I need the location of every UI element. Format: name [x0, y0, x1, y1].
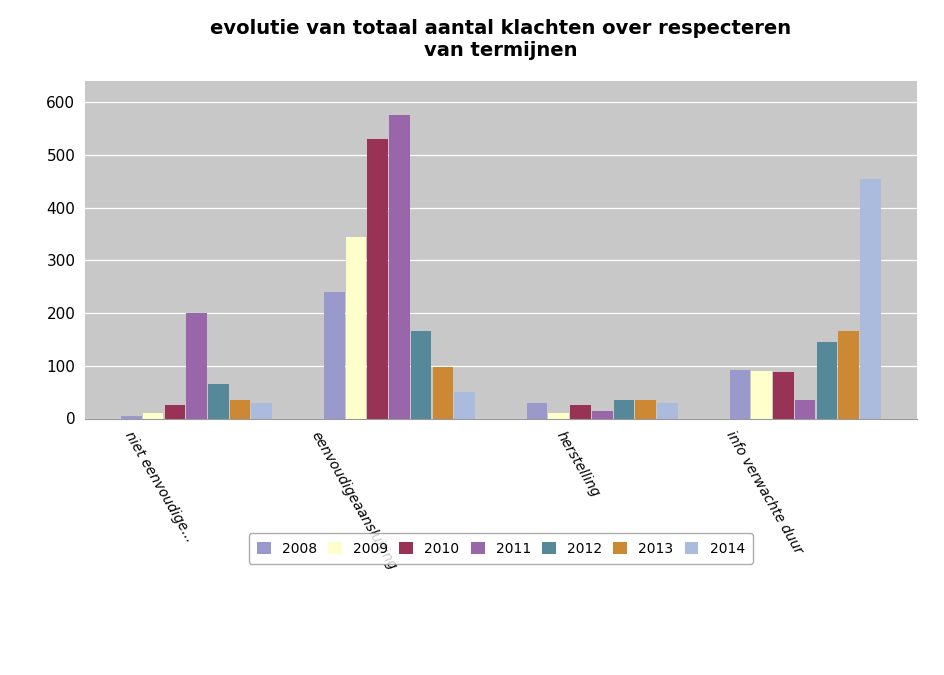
Bar	[816, 342, 836, 418]
Legend: 2008, 2009, 2010, 2011, 2012, 2013, 2014: 2008, 2009, 2010, 2011, 2012, 2013, 2014	[248, 533, 752, 564]
Bar	[143, 413, 163, 418]
Bar	[837, 331, 858, 418]
Bar	[656, 403, 677, 418]
Bar	[772, 372, 793, 418]
Bar	[729, 370, 750, 418]
Bar	[794, 400, 815, 418]
Bar	[186, 313, 207, 418]
Bar	[208, 384, 228, 418]
Bar	[634, 400, 655, 418]
Bar	[613, 400, 633, 418]
Bar	[526, 403, 547, 418]
Bar	[121, 416, 142, 418]
Bar	[432, 367, 453, 418]
Bar	[389, 115, 410, 418]
Bar	[454, 392, 475, 418]
Bar	[229, 400, 250, 418]
Bar	[859, 179, 880, 418]
Bar	[591, 410, 612, 418]
Bar	[411, 331, 431, 418]
Bar	[750, 371, 771, 418]
Bar	[324, 292, 345, 418]
Bar	[251, 403, 272, 418]
Bar	[346, 236, 366, 418]
Bar	[164, 405, 185, 418]
Title: evolutie van totaal aantal klachten over respecteren
van termijnen: evolutie van totaal aantal klachten over…	[211, 19, 790, 60]
Bar	[569, 405, 590, 418]
Bar	[367, 139, 388, 418]
Bar	[548, 413, 568, 418]
